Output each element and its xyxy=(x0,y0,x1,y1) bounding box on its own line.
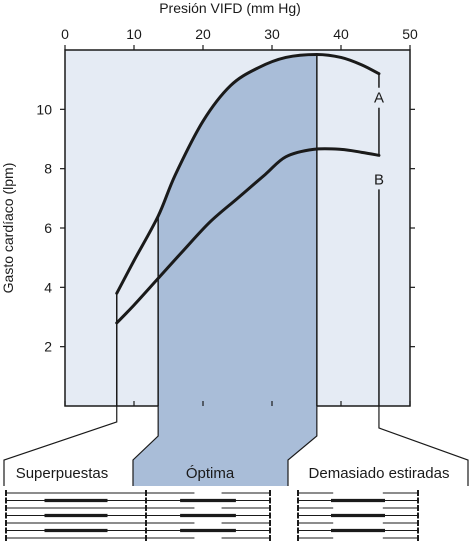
optimal-region-shading xyxy=(158,54,317,406)
series-label-a: A xyxy=(374,90,384,107)
series-line-a xyxy=(115,52,381,295)
x-tick-label: 10 xyxy=(126,26,142,42)
region-label: Superpuestas xyxy=(16,465,109,482)
x-tick-label: 30 xyxy=(264,26,280,42)
x-tick-label: 20 xyxy=(195,26,211,42)
region-label: Demasiado estiradas xyxy=(309,465,450,482)
series-label-b: B xyxy=(374,171,384,188)
y-axis-ticks: 2 4 6 8 10 xyxy=(36,101,415,355)
y-tick-label: 2 xyxy=(44,339,52,355)
sarcomere-diagram xyxy=(145,490,271,541)
connector-optimal-right xyxy=(287,406,318,486)
x-tick-label: 40 xyxy=(333,26,349,42)
series-lines: AB xyxy=(115,52,384,406)
connector-optimal-left xyxy=(132,406,159,486)
sarcomere-diagram xyxy=(5,490,147,541)
y-tick-label: 10 xyxy=(36,101,52,117)
y-tick-label: 6 xyxy=(44,220,52,236)
y-tick-label: 8 xyxy=(44,161,52,177)
region-label: Óptima xyxy=(186,465,235,482)
y-axis-label: Gasto cardíaco (lpm) xyxy=(0,163,16,294)
x-tick-label: 0 xyxy=(61,26,69,42)
sarcomere-diagram xyxy=(297,490,419,541)
y-tick-label: 4 xyxy=(44,279,52,295)
x-axis-label: Presión VIFD (mm Hg) xyxy=(159,0,301,16)
region-panel: Superpuestas Óptima Demasiado estiradas xyxy=(3,406,469,541)
x-tick-label: 50 xyxy=(402,26,418,42)
x-axis-ticks: 0 10 20 30 40 50 xyxy=(61,26,418,406)
connector-overstretched xyxy=(378,406,469,486)
connector-overlapping xyxy=(3,406,118,486)
series-line-b xyxy=(115,147,381,325)
optimal-region-funnel xyxy=(133,406,317,486)
